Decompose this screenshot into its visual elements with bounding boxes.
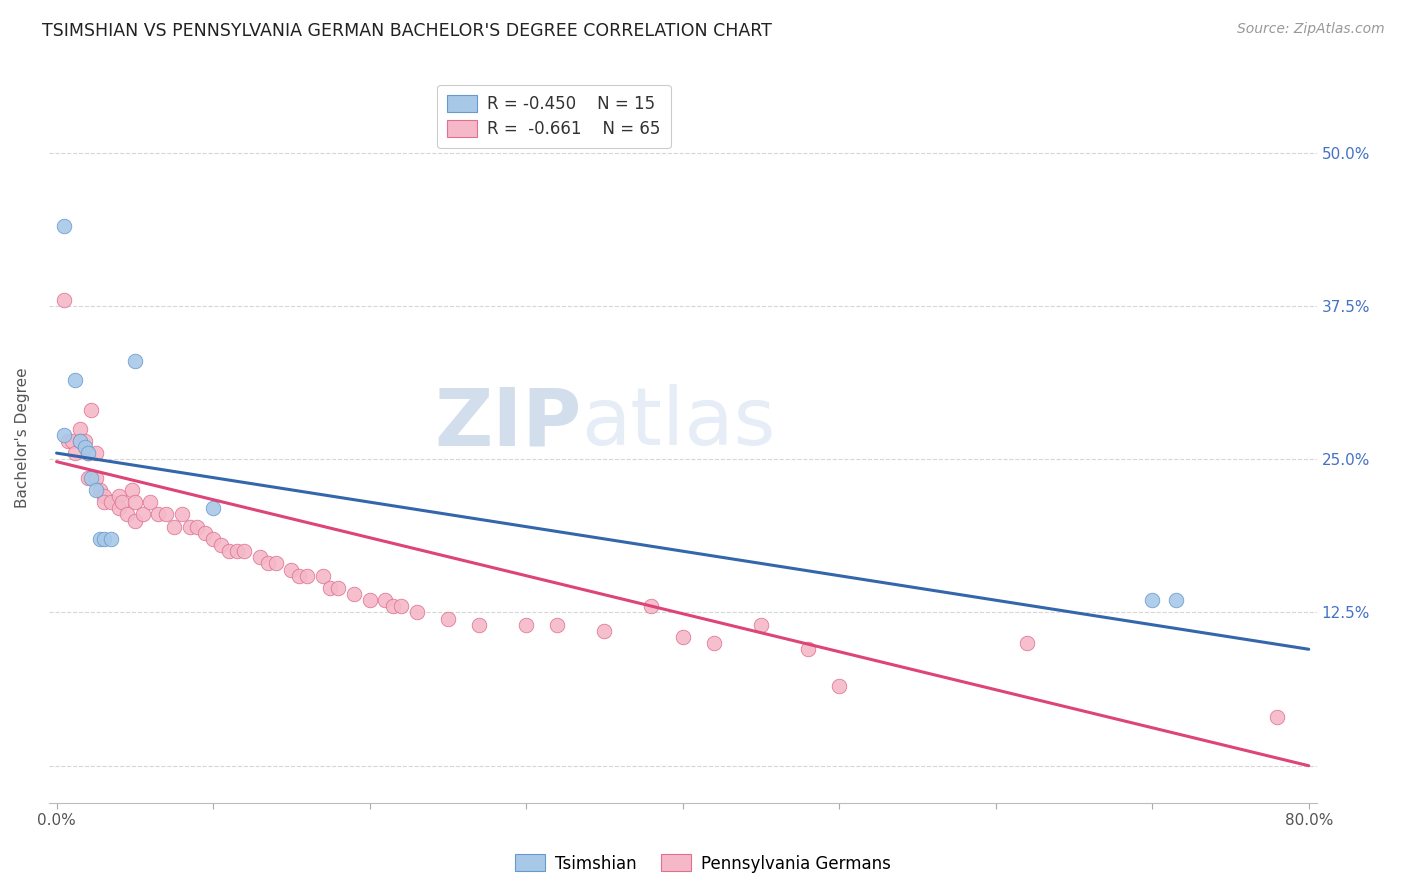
- Point: [280, 563, 302, 577]
- Point: [60, 434, 83, 448]
- Text: Source: ZipAtlas.com: Source: ZipAtlas.com: [1237, 22, 1385, 37]
- Point: [93, 532, 115, 546]
- Point: [69, 434, 91, 448]
- Point: [389, 599, 412, 614]
- Point: [1015, 636, 1038, 650]
- Point: [124, 354, 146, 368]
- Point: [53, 427, 76, 442]
- Point: [249, 550, 271, 565]
- Point: [1164, 593, 1187, 607]
- Point: [405, 606, 427, 620]
- Point: [703, 636, 725, 650]
- Point: [163, 519, 186, 533]
- Point: [186, 519, 208, 533]
- Text: atlas: atlas: [581, 384, 776, 462]
- Point: [672, 630, 695, 644]
- Point: [257, 557, 280, 571]
- Text: ZIP: ZIP: [434, 384, 581, 462]
- Point: [111, 495, 134, 509]
- Point: [264, 557, 287, 571]
- Point: [359, 593, 381, 607]
- Point: [65, 372, 87, 386]
- Point: [100, 532, 122, 546]
- Point: [382, 599, 405, 614]
- Point: [1140, 593, 1163, 607]
- Point: [593, 624, 616, 638]
- Point: [209, 538, 232, 552]
- Point: [749, 617, 772, 632]
- Point: [131, 508, 153, 522]
- Point: [73, 440, 96, 454]
- Point: [77, 446, 100, 460]
- Point: [148, 508, 170, 522]
- Point: [80, 403, 103, 417]
- Point: [179, 519, 201, 533]
- Point: [108, 489, 131, 503]
- Point: [515, 617, 537, 632]
- Point: [328, 581, 350, 595]
- Point: [89, 483, 111, 497]
- Legend: Tsimshian, Pennsylvania Germans: Tsimshian, Pennsylvania Germans: [508, 847, 898, 880]
- Point: [53, 219, 76, 234]
- Point: [218, 544, 240, 558]
- Legend: R = -0.450    N = 15, R =  -0.661    N = 65: R = -0.450 N = 15, R = -0.661 N = 65: [437, 85, 671, 148]
- Point: [69, 434, 91, 448]
- Point: [155, 508, 177, 522]
- Point: [93, 495, 115, 509]
- Point: [53, 293, 76, 307]
- Point: [69, 421, 91, 435]
- Point: [84, 446, 107, 460]
- Y-axis label: Bachelor's Degree: Bachelor's Degree: [15, 368, 30, 508]
- Point: [124, 514, 146, 528]
- Point: [374, 593, 396, 607]
- Point: [84, 470, 107, 484]
- Point: [121, 483, 143, 497]
- Point: [343, 587, 366, 601]
- Point: [77, 446, 100, 460]
- Point: [295, 568, 318, 582]
- Point: [202, 532, 225, 546]
- Point: [194, 525, 217, 540]
- Point: [640, 599, 662, 614]
- Point: [93, 489, 115, 503]
- Point: [73, 434, 96, 448]
- Point: [108, 501, 131, 516]
- Point: [89, 532, 111, 546]
- Point: [202, 501, 225, 516]
- Point: [170, 508, 193, 522]
- Point: [84, 483, 107, 497]
- Point: [225, 544, 247, 558]
- Point: [139, 495, 162, 509]
- Point: [1267, 709, 1289, 723]
- Point: [546, 617, 568, 632]
- Point: [124, 495, 146, 509]
- Point: [311, 568, 333, 582]
- Point: [319, 581, 342, 595]
- Point: [56, 434, 79, 448]
- Point: [100, 495, 122, 509]
- Point: [65, 446, 87, 460]
- Point: [115, 508, 138, 522]
- Text: TSIMSHIAN VS PENNSYLVANIA GERMAN BACHELOR'S DEGREE CORRELATION CHART: TSIMSHIAN VS PENNSYLVANIA GERMAN BACHELO…: [42, 22, 772, 40]
- Point: [80, 470, 103, 484]
- Point: [233, 544, 256, 558]
- Point: [77, 470, 100, 484]
- Point: [468, 617, 491, 632]
- Point: [288, 568, 311, 582]
- Point: [828, 679, 851, 693]
- Point: [797, 642, 820, 657]
- Point: [437, 612, 460, 626]
